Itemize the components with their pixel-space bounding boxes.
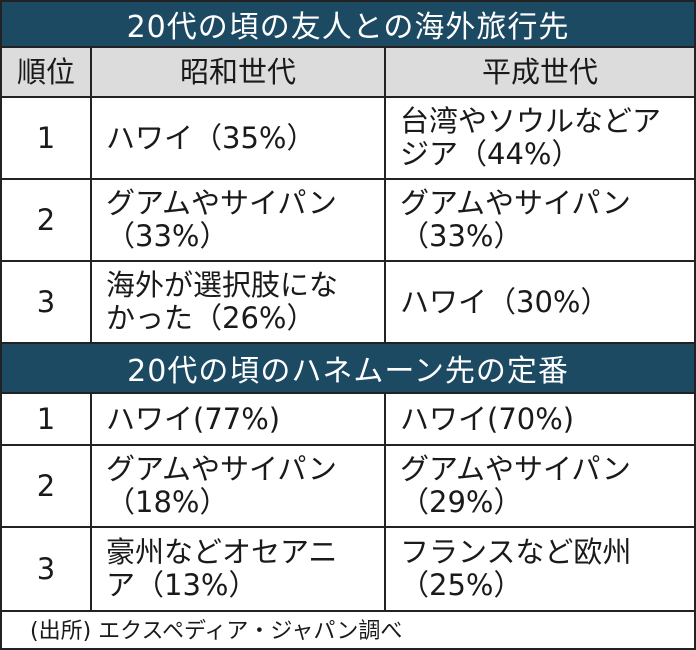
- cell-line: グアムやサイパン: [106, 452, 337, 486]
- cell-line: 海外が選択肢にな: [106, 268, 339, 302]
- showa-cell: グアムやサイパン （33%）: [92, 180, 386, 260]
- source-note: (出所) エクスペディア・ジャパン調べ: [30, 619, 403, 644]
- showa-cell: ハワイ（35%）: [92, 98, 386, 178]
- table-row: 3 海外が選択肢にな かった（26%） ハワイ（30%）: [2, 262, 694, 344]
- table-row: 2 グアムやサイパン （33%） グアムやサイパン （33%）: [2, 180, 694, 262]
- heisei-cell: フランスなど欧州 （25%）: [386, 528, 694, 610]
- cell-line: ハワイ（35%）: [106, 120, 316, 155]
- showa-cell: 海外が選択肢にな かった（26%）: [92, 262, 386, 342]
- heisei-cell: 台湾やソウルなどア ジア（44%）: [386, 98, 694, 178]
- cell-line: ジア（44%）: [400, 137, 581, 171]
- table-row: 3 豪州などオセアニ ア（13%） フランスなど欧州 （25%）: [2, 528, 694, 612]
- rank-cell: 2: [2, 446, 92, 526]
- rank-cell: 1: [2, 98, 92, 178]
- cell-line: 台湾やソウルなどア: [400, 104, 662, 138]
- header-rank: 順位: [2, 48, 92, 96]
- rank-cell: 2: [2, 180, 92, 260]
- cell-line: かった（26%）: [106, 301, 316, 335]
- cell-line: （33%）: [400, 219, 523, 253]
- header-row: 順位 昭和世代 平成世代: [2, 48, 694, 98]
- cell-line: （33%）: [106, 219, 229, 253]
- cell-line: （25%）: [400, 568, 523, 602]
- cell-line: （29%）: [400, 485, 523, 519]
- table-row: 1 ハワイ(77%) ハワイ(70%): [2, 394, 694, 446]
- showa-cell: 豪州などオセアニ ア（13%）: [92, 528, 386, 610]
- header-heisei: 平成世代: [481, 54, 598, 89]
- cell-line: ハワイ（30%）: [400, 284, 610, 319]
- showa-cell: グアムやサイパン （18%）: [92, 446, 386, 526]
- heisei-cell: グアムやサイパン （29%）: [386, 446, 694, 526]
- heisei-cell: ハワイ(70%): [386, 394, 694, 444]
- heisei-cell: グアムやサイパン （33%）: [386, 180, 694, 260]
- cell-line: 豪州などオセアニ: [106, 535, 338, 569]
- rank-cell: 3: [2, 262, 92, 342]
- table-row: 1 ハワイ（35%） 台湾やソウルなどア ジア（44%）: [2, 98, 694, 180]
- section1-title: 20代の頃の友人との海外旅行先: [2, 2, 694, 48]
- cell-line: グアムやサイパン: [106, 186, 337, 220]
- heisei-cell: ハワイ（30%）: [386, 262, 694, 342]
- section2-title: 20代の頃のハネムーン先の定番: [2, 344, 694, 394]
- table-row: 2 グアムやサイパン （18%） グアムやサイパン （29%）: [2, 446, 694, 528]
- rank-cell: 1: [2, 394, 92, 444]
- cell-line: ハワイ(70%): [400, 401, 575, 436]
- header-showa: 昭和世代: [92, 48, 386, 96]
- cell-line: ハワイ(77%): [106, 401, 281, 436]
- cell-line: グアムやサイパン: [400, 452, 631, 486]
- cell-line: フランスなど欧州: [400, 535, 632, 569]
- rank-cell: 3: [2, 528, 92, 610]
- cell-line: ア（13%）: [106, 568, 258, 602]
- cell-line: グアムやサイパン: [400, 186, 631, 220]
- cell-line: （18%）: [106, 485, 229, 519]
- showa-cell: ハワイ(77%): [92, 394, 386, 444]
